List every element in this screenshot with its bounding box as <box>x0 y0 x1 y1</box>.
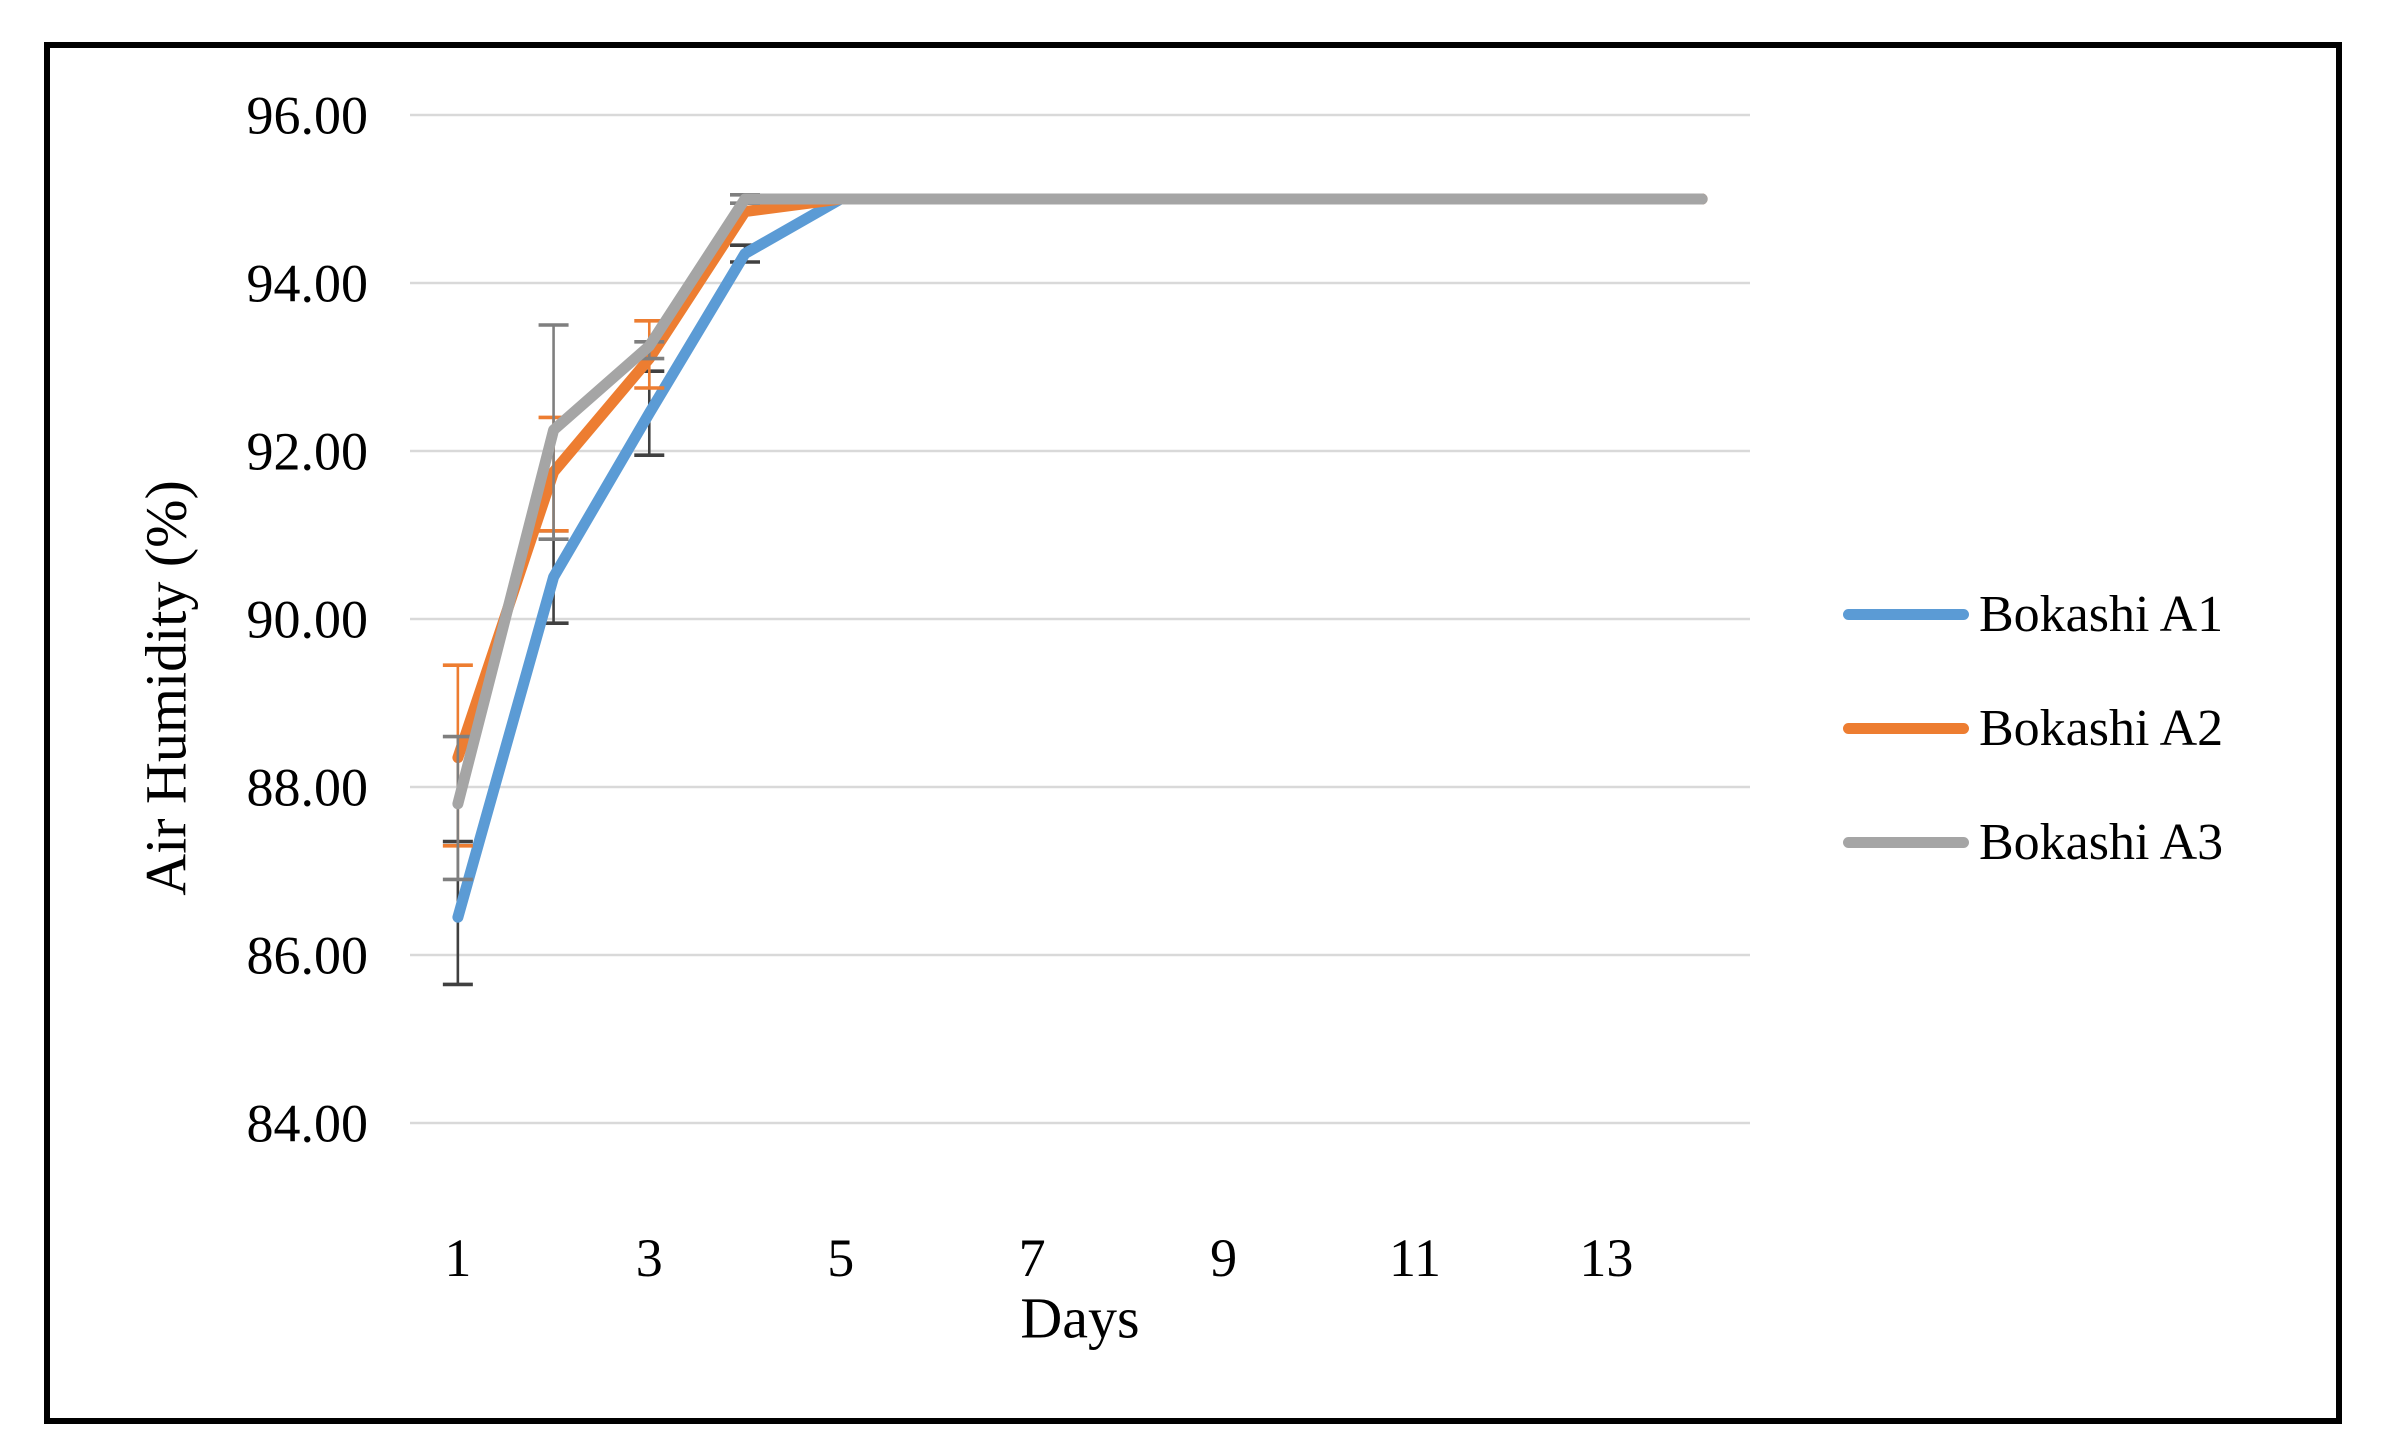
x-axis-title: Days <box>1020 1285 1140 1351</box>
x-tick-label: 11 <box>1389 1228 1441 1288</box>
y-tick-label: 86.00 <box>247 925 369 985</box>
x-tick-label: 1 <box>444 1228 471 1288</box>
x-tick-label: 13 <box>1579 1228 1633 1288</box>
x-tick-label: 3 <box>636 1228 663 1288</box>
legend: Bokashi A1 Bokashi A2 Bokashi A3 <box>1843 585 2223 872</box>
legend-label-bokashi-a1: Bokashi A1 <box>1979 586 2224 643</box>
x-tick-label: 7 <box>1019 1228 1046 1288</box>
legend-swatch-bokashi-a1-line-icon <box>1843 609 1969 621</box>
y-tick-label: 90.00 <box>247 589 369 649</box>
y-tick-label: 92.00 <box>247 421 369 481</box>
y-tick-label: 96.00 <box>247 85 369 145</box>
legend-item-bokashi-a2: Bokashi A2 <box>1843 699 2223 759</box>
x-tick-label: 5 <box>827 1228 854 1288</box>
y-tick-label: 94.00 <box>247 253 369 313</box>
y-axis-title: Air Humidity (%) <box>133 480 199 896</box>
legend-swatch-bokashi-a3-line-icon <box>1843 836 1969 848</box>
x-tick-label: 9 <box>1210 1228 1237 1288</box>
series-line-bokashi-a3 <box>452 193 1708 810</box>
legend-swatch-bokashi-a2-line-icon <box>1843 723 1969 735</box>
legend-item-bokashi-a1: Bokashi A1 <box>1843 585 2223 645</box>
y-tick-label: 84.00 <box>247 1093 369 1153</box>
legend-label-bokashi-a3: Bokashi A3 <box>1979 813 2224 871</box>
legend-label-bokashi-a2: Bokashi A2 <box>1979 699 2224 757</box>
series-line-bokashi-a1 <box>452 193 1708 923</box>
legend-item-bokashi-a3: Bokashi A3 <box>1843 813 2223 873</box>
y-tick-label: 88.00 <box>247 757 369 817</box>
figure-border <box>44 42 2342 1424</box>
